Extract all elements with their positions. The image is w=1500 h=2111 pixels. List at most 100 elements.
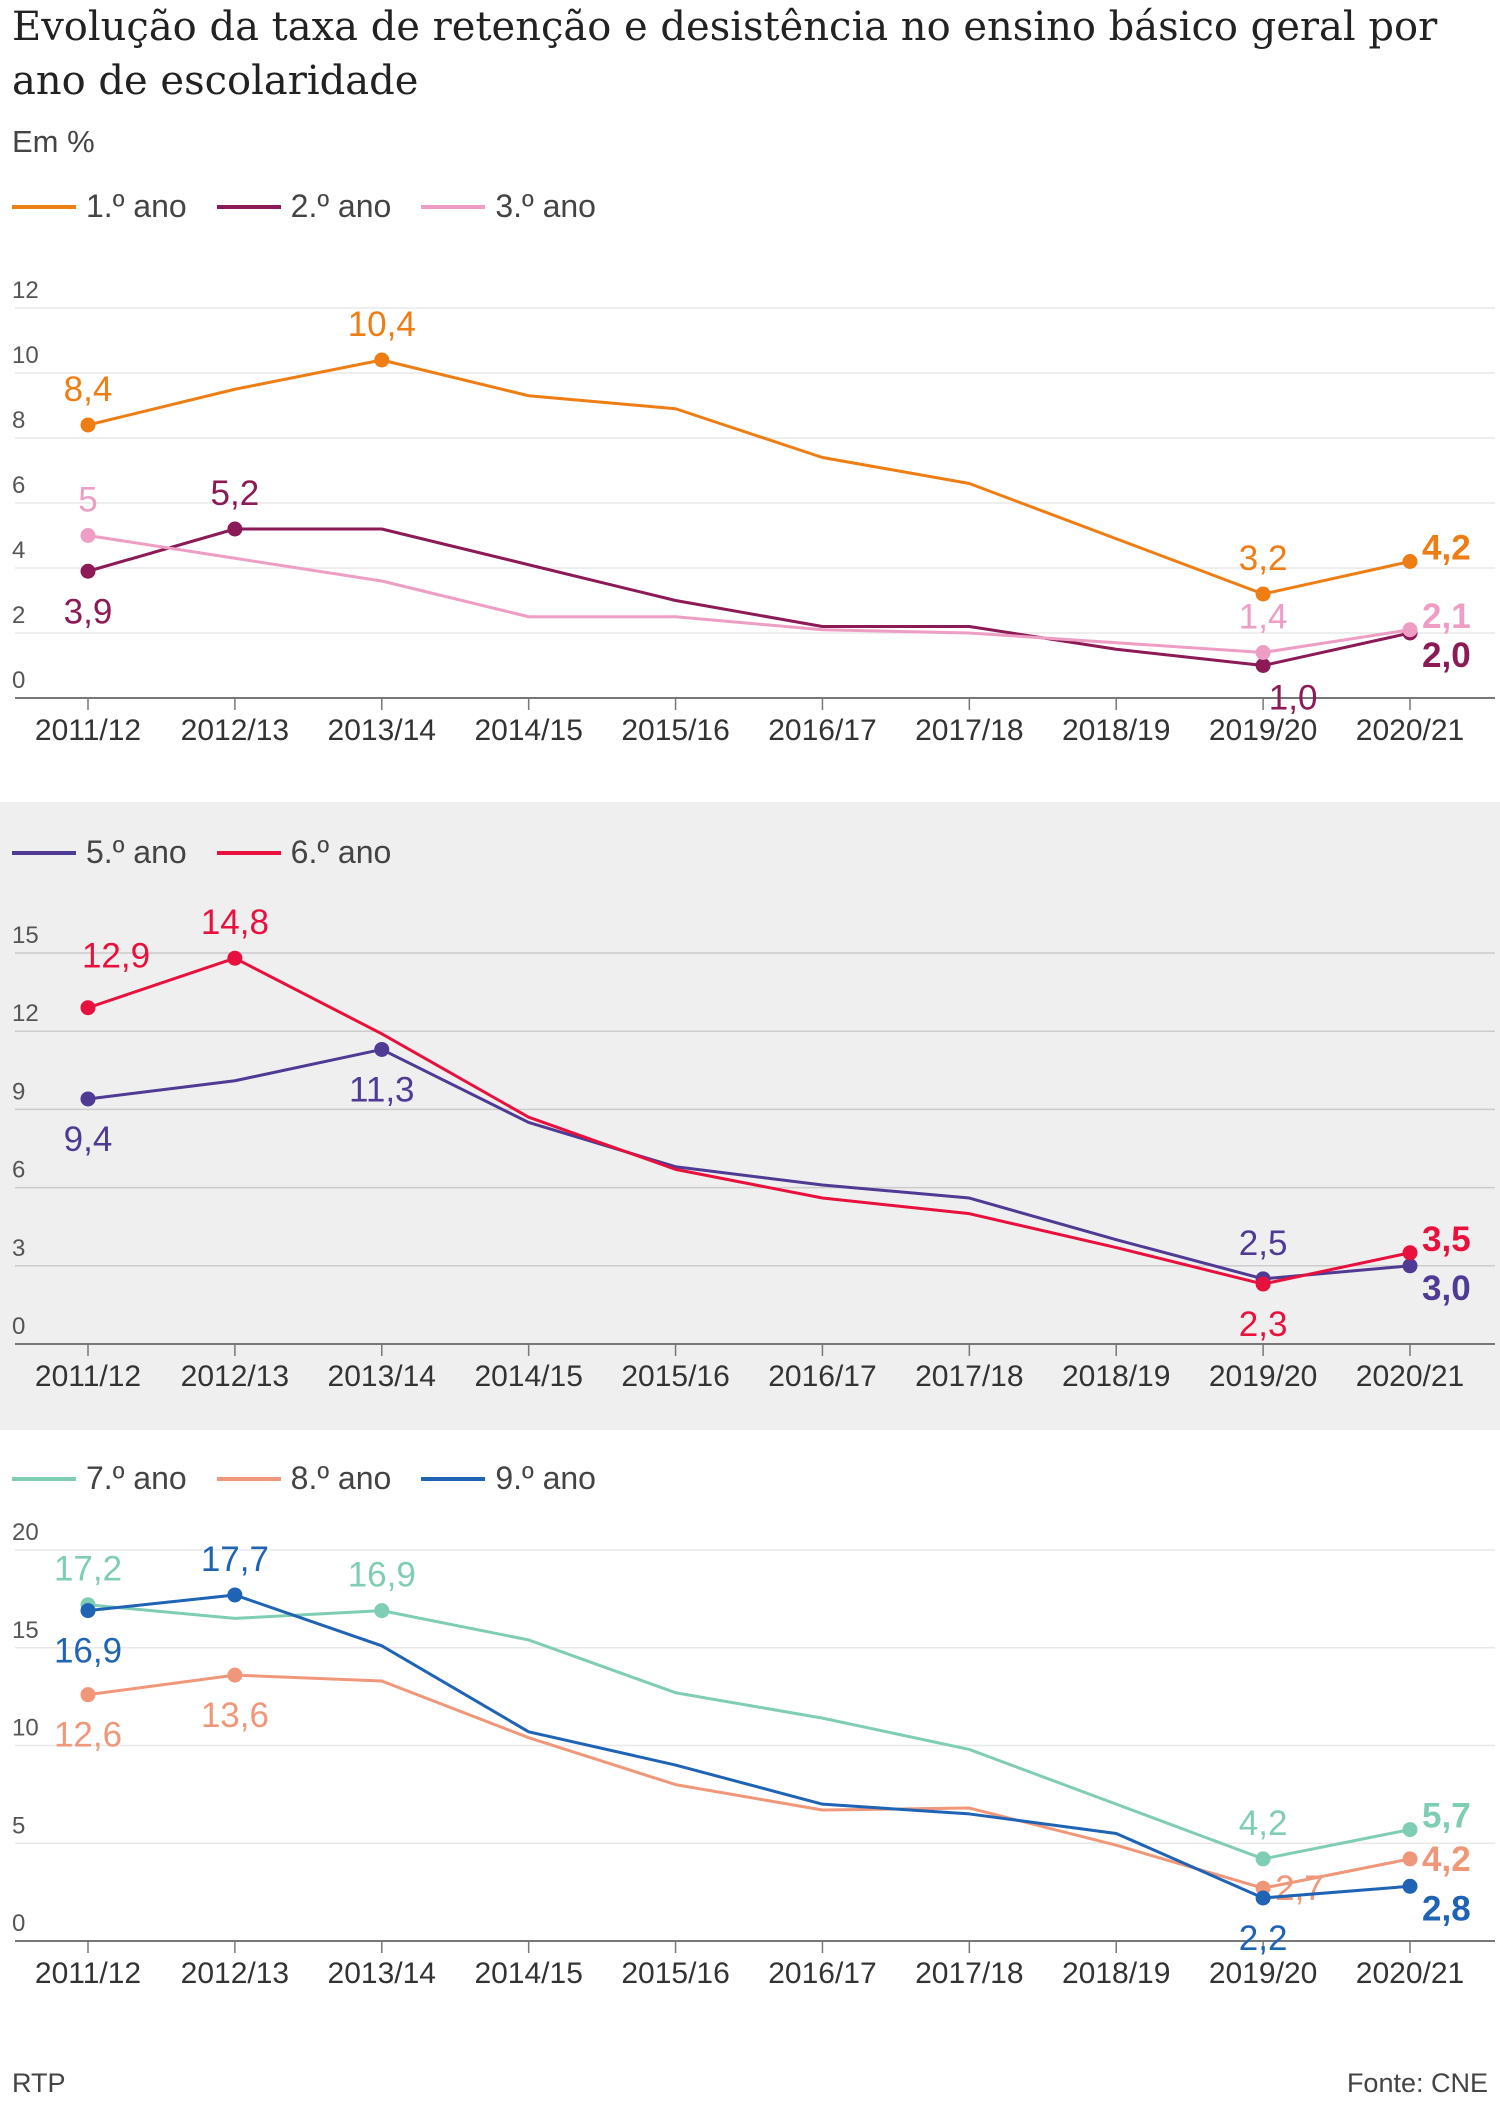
data-label: 17,7 <box>201 1540 269 1579</box>
data-label: 2,7 <box>1275 1869 1324 1908</box>
legend-swatch <box>421 204 486 209</box>
data-point <box>80 1687 96 1703</box>
footer-left: RTP <box>12 2068 66 2098</box>
legend-item: 8.º ano <box>216 1460 392 1497</box>
y-tick-label: 6 <box>12 1157 25 1184</box>
legend-item: 7.º ano <box>12 1460 187 1497</box>
data-point <box>1255 645 1271 660</box>
legend-chart-1: 1.º ano 2.º ano 3.º ano <box>12 188 596 225</box>
data-point <box>227 950 243 966</box>
x-tick-label: 2020/21 <box>1356 714 1464 747</box>
data-label: 10,4 <box>348 305 416 344</box>
x-tick-label: 2019/20 <box>1209 1957 1317 1990</box>
x-tick-label: 2012/13 <box>181 1957 289 1990</box>
y-tick-label: 4 <box>12 537 25 564</box>
y-tick-label: 2 <box>12 602 25 629</box>
legend-label: 9.º ano <box>495 1460 596 1496</box>
legend-item: 2.º ano <box>216 188 392 225</box>
data-label: 5,2 <box>211 474 260 513</box>
data-label: 16,9 <box>54 1632 122 1671</box>
data-label: 5 <box>78 481 97 520</box>
data-point <box>227 1587 243 1603</box>
y-tick-label: 12 <box>12 1000 39 1027</box>
data-point <box>1402 1878 1418 1894</box>
data-label: 3,9 <box>64 592 113 631</box>
data-point <box>80 1000 96 1016</box>
x-tick-label: 2018/19 <box>1062 1360 1170 1393</box>
data-point <box>80 563 96 579</box>
data-label: 2,1 <box>1422 597 1471 636</box>
data-label: 2,0 <box>1422 636 1471 675</box>
data-label: 14,8 <box>201 903 269 942</box>
data-label: 4,2 <box>1422 1840 1471 1879</box>
x-tick-label: 2017/18 <box>915 1360 1023 1393</box>
legend-item: 1.º ano <box>12 188 187 225</box>
data-label: 3,0 <box>1422 1269 1471 1308</box>
y-tick-label: 0 <box>12 1910 25 1937</box>
x-tick-label: 2011/12 <box>35 714 141 747</box>
data-label: 11,3 <box>349 1070 415 1109</box>
legend-label: 6.º ano <box>290 834 392 870</box>
legend-chart-3: 7.º ano 8.º ano 9.º ano <box>12 1460 596 1497</box>
series-line-1 <box>87 1047 1411 1281</box>
x-tick-label: 2020/21 <box>1356 1360 1464 1393</box>
legend-item: 5.º ano <box>12 834 187 871</box>
series-line-3 <box>87 1593 1411 1900</box>
footer-source: Fonte: CNE <box>1346 2068 1488 2098</box>
y-tick-label: 0 <box>12 667 25 694</box>
data-point <box>374 352 390 368</box>
y-tick-label: 9 <box>12 1078 25 1105</box>
legend-swatch <box>216 1476 281 1481</box>
y-tick-label: 10 <box>12 1715 39 1742</box>
y-tick-label: 12 <box>12 277 39 304</box>
legend-label: 2.º ano <box>290 188 392 224</box>
x-tick-label: 2015/16 <box>621 714 729 747</box>
data-label: 8,4 <box>64 370 113 409</box>
series-line-3 <box>87 534 1411 654</box>
data-label: 16,9 <box>348 1556 416 1595</box>
x-tick-label: 2018/19 <box>1062 1957 1170 1990</box>
x-tick-label: 2017/18 <box>915 1957 1023 1990</box>
chart-title: Evolução da taxa de retenção e desistênc… <box>12 4 1438 104</box>
y-tick-label: 8 <box>12 407 25 434</box>
data-label: 4,2 <box>1422 529 1471 568</box>
x-tick-label: 2014/15 <box>474 1360 582 1393</box>
x-tick-label: 2016/17 <box>768 1360 876 1393</box>
x-tick-label: 2020/21 <box>1356 1957 1464 1990</box>
y-tick-label: 6 <box>12 472 25 499</box>
x-tick-label: 2019/20 <box>1209 1360 1317 1393</box>
y-tick-label: 15 <box>12 922 39 949</box>
x-tick-label: 2016/17 <box>768 714 876 747</box>
data-label: 2,8 <box>1422 1889 1471 1928</box>
x-tick-label: 2012/13 <box>181 714 289 747</box>
data-point <box>1402 1822 1418 1838</box>
data-point <box>80 417 96 433</box>
x-tick-label: 2015/16 <box>621 1360 729 1393</box>
series-line-1 <box>87 1603 1411 1861</box>
data-label: 1,0 <box>1269 679 1318 718</box>
legend-swatch <box>216 204 281 209</box>
legend-item: 9.º ano <box>421 1460 596 1497</box>
series-line-2 <box>87 956 1411 1286</box>
data-point <box>1255 1851 1271 1867</box>
data-point <box>1255 586 1271 602</box>
legend-label: 7.º ano <box>86 1460 187 1496</box>
data-label: 12,9 <box>82 937 150 976</box>
legend-swatch <box>12 1476 76 1481</box>
chart-2-background <box>0 802 1500 1430</box>
data-point <box>1402 1851 1418 1867</box>
data-point <box>227 1667 243 1683</box>
data-point <box>374 1041 390 1057</box>
data-point <box>80 1091 96 1107</box>
legend-swatch <box>421 1476 486 1481</box>
x-tick-label: 2019/20 <box>1209 714 1317 747</box>
x-tick-label: 2013/14 <box>328 1957 436 1990</box>
x-tick-label: 2014/15 <box>474 1957 582 1990</box>
legend-label: 8.º ano <box>290 1460 392 1496</box>
y-tick-label: 10 <box>12 342 39 369</box>
data-label: 2,2 <box>1239 1919 1288 1958</box>
data-label: 9,4 <box>64 1120 113 1159</box>
series-line-2 <box>87 527 1411 667</box>
x-tick-label: 2014/15 <box>474 714 582 747</box>
legend-swatch <box>12 850 76 855</box>
